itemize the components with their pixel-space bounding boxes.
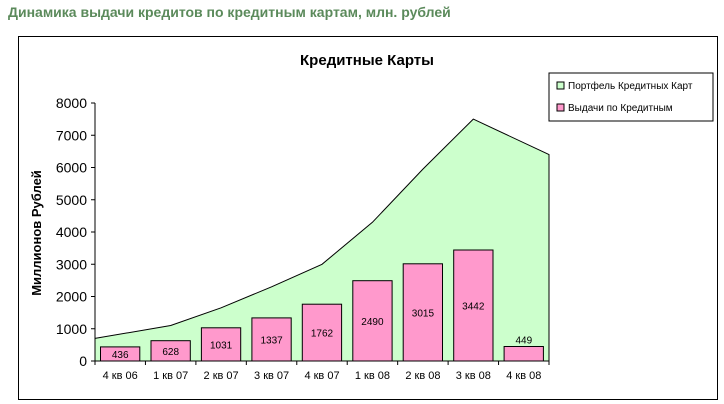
chart-title: Кредитные Карты [300, 52, 434, 69]
bar-value-label: 436 [112, 350, 129, 361]
x-tick-label: 3 кв 07 [254, 370, 289, 382]
legend-label-portfolio: Портфель Кредитных Карт [568, 80, 693, 92]
bar-value-label: 2490 [361, 317, 384, 328]
y-tick-label: 1000 [56, 321, 87, 337]
bar-value-label: 3442 [462, 302, 485, 313]
bar-issuance [402, 263, 444, 362]
x-tick-label: 4 кв 08 [506, 370, 541, 382]
bar-value-label: 628 [162, 347, 179, 358]
bar-issuance [301, 303, 343, 362]
x-tick-label: 4 кв 07 [304, 370, 339, 382]
x-tick-label: 2 кв 07 [204, 370, 239, 382]
bar-value-label: 1762 [311, 329, 334, 340]
bar-issuance [352, 280, 393, 362]
y-tick-label: 6000 [56, 160, 87, 176]
legend-box [548, 72, 714, 122]
bar-issuance [200, 327, 242, 362]
bar-value-label: 3015 [412, 308, 435, 319]
chart-frame: Кредитные Карты 436 628 1031 1337 1762 2490 30… [18, 36, 718, 400]
x-tick-label: 1 кв 08 [355, 370, 390, 382]
y-tick-label: 7000 [56, 127, 87, 143]
credit-cards-chart: Кредитные Карты 436 628 1031 1337 1762 2490 30… [29, 52, 714, 382]
bar-issuance [251, 317, 292, 362]
bar-value-label: 449 [515, 336, 532, 347]
y-tick-label: 2000 [56, 289, 87, 305]
x-tick-label: 3 кв 08 [456, 370, 491, 382]
bar-value-label: 1337 [260, 335, 283, 346]
legend-swatch-issuance [556, 103, 565, 112]
page-heading: Динамика выдачи кредитов по кредитным ка… [8, 4, 451, 20]
plot-area: 436 628 1031 1337 1762 2490 3015 3442 449 0 1000 20… [56, 95, 550, 382]
x-tick-label: 1 кв 07 [153, 370, 188, 382]
x-tick-label: 4 кв 06 [103, 370, 138, 382]
x-tick-label: 2 кв 08 [405, 370, 440, 382]
y-tick-label: 4000 [56, 224, 87, 240]
bar-value-label: 1031 [210, 340, 233, 351]
y-tick-label: 8000 [56, 95, 87, 111]
legend: Портфель Кредитных Карт Выдачи по Кредит… [548, 72, 714, 122]
legend-label-issuance: Выдачи по Кредитным [568, 103, 673, 114]
y-tick-label: 3000 [56, 256, 87, 272]
y-tick-label: 5000 [56, 192, 87, 208]
y-tick-label: 0 [79, 353, 87, 369]
y-axis-label: Миллионов Рублей [29, 170, 44, 296]
legend-swatch-portfolio [556, 81, 565, 90]
bar-issuance [503, 346, 544, 362]
area-portfolio-line [94, 118, 550, 361]
